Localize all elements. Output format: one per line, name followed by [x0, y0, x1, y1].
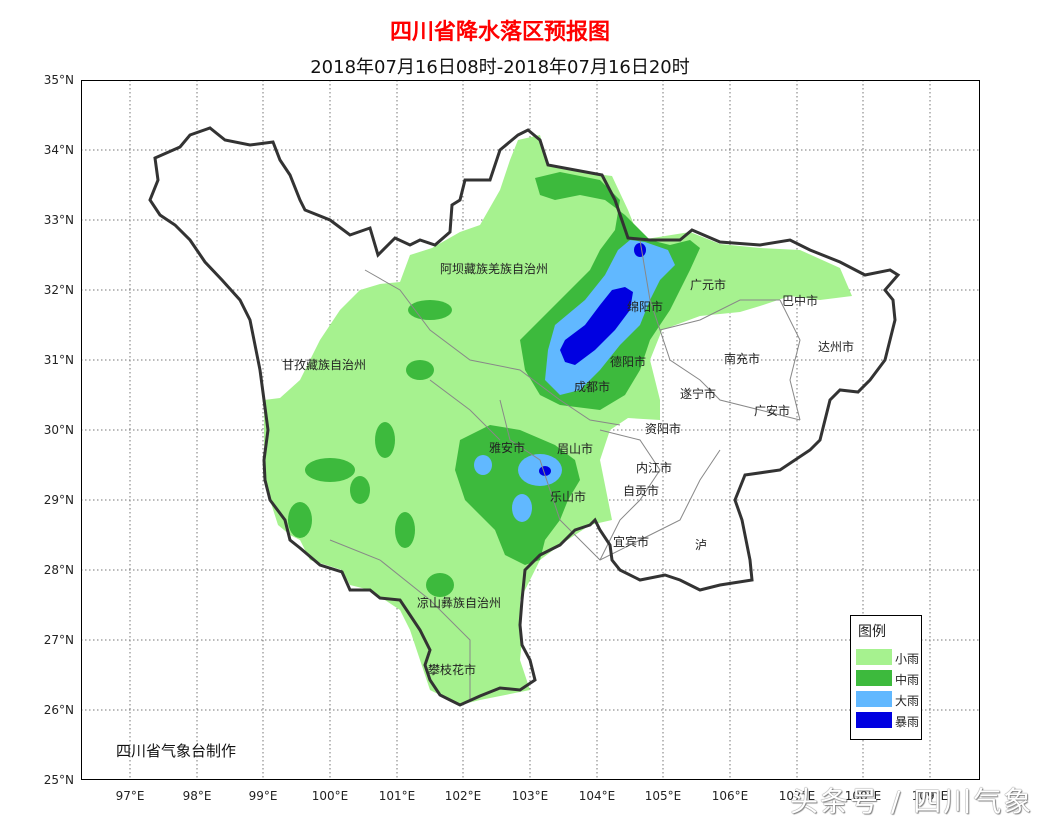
lon-tick: 98°E	[182, 789, 212, 803]
lon-tick: 103°E	[511, 789, 549, 803]
legend-item-light-rain: 小雨	[856, 649, 920, 667]
lon-tick: 109°E	[911, 789, 949, 803]
city-label: 广元市	[690, 278, 727, 292]
moderate-rain-swatch	[856, 670, 892, 686]
watermark: 头条号 / 四川气象	[790, 785, 1034, 818]
legend-item-heavy-rain: 大雨	[856, 691, 920, 709]
lat-tick: 33°N	[43, 213, 74, 227]
city-label: 雅安市	[489, 441, 526, 455]
city-label: 南充市	[724, 352, 761, 366]
legend-item-rainstorm: 暴雨	[856, 712, 920, 730]
lat-tick: 35°N	[43, 73, 74, 87]
lat-tick: 27°N	[43, 633, 74, 647]
heavy-rain-swatch	[856, 691, 892, 707]
legend: 图例 小雨 中雨 大雨 暴雨	[850, 615, 922, 740]
city-label: 泸	[695, 538, 708, 552]
legend-label: 小雨	[895, 652, 920, 666]
city-label: 成都市	[574, 380, 611, 394]
lat-tick: 29°N	[43, 493, 74, 507]
region-label: 凉山彝族自治州	[417, 596, 502, 610]
lon-tick: 107°E	[778, 789, 816, 803]
lat-tick: 34°N	[43, 143, 74, 157]
city-label: 宜宾市	[613, 535, 650, 549]
city-label: 广安市	[754, 404, 791, 418]
legend-title: 图例	[858, 624, 886, 640]
forecast-period: 2018年07月16日08时-2018年07月16日20时	[310, 57, 690, 78]
lat-tick: 32°N	[43, 283, 74, 297]
legend-item-moderate-rain: 中雨	[856, 670, 920, 688]
city-label: 绵阳市	[627, 300, 664, 314]
lat-tick: 30°N	[43, 423, 74, 437]
city-label: 攀枝花市	[428, 663, 477, 677]
city-label: 乐山市	[550, 490, 587, 504]
lon-tick: 99°E	[248, 789, 278, 803]
light-rain-area	[264, 135, 852, 705]
lon-tick: 100°E	[311, 789, 349, 803]
legend-label: 大雨	[895, 694, 920, 708]
province-border	[148, 126, 901, 707]
legend-label: 中雨	[895, 673, 920, 687]
city-label: 自贡市	[623, 484, 660, 498]
city-label: 巴中市	[782, 294, 819, 308]
lon-tick: 108°E	[844, 789, 882, 803]
lat-tick: 28°N	[43, 563, 74, 577]
lon-tick: 105°E	[644, 789, 682, 803]
lat-tick: 31°N	[43, 353, 74, 367]
rainstorm-area	[539, 243, 646, 476]
lat-tick: 26°N	[43, 703, 74, 717]
city-label: 德阳市	[610, 355, 647, 369]
region-label: 甘孜藏族自治州	[282, 358, 367, 372]
city-borders	[329, 239, 801, 700]
city-label: 达州市	[818, 340, 855, 354]
producer-credit: 四川省气象台制作	[116, 742, 237, 760]
lon-tick: 97°E	[115, 789, 145, 803]
legend-label: 暴雨	[895, 715, 920, 729]
city-label: 内江市	[636, 461, 673, 475]
lon-tick: 102°E	[444, 789, 482, 803]
city-label: 资阳市	[645, 422, 682, 436]
city-label: 眉山市	[557, 442, 594, 456]
region-label: 阿坝藏族羌族自治州	[440, 262, 549, 276]
map-title: 四川省降水落区预报图	[389, 20, 610, 45]
city-label: 遂宁市	[680, 387, 717, 401]
lon-tick: 104°E	[578, 789, 616, 803]
lon-tick: 101°E	[378, 789, 416, 803]
rainstorm-swatch	[856, 712, 892, 728]
light-rain-swatch	[856, 649, 892, 665]
lat-tick: 25°N	[43, 773, 74, 787]
plot-frame	[81, 80, 980, 780]
lon-tick: 106°E	[711, 789, 749, 803]
